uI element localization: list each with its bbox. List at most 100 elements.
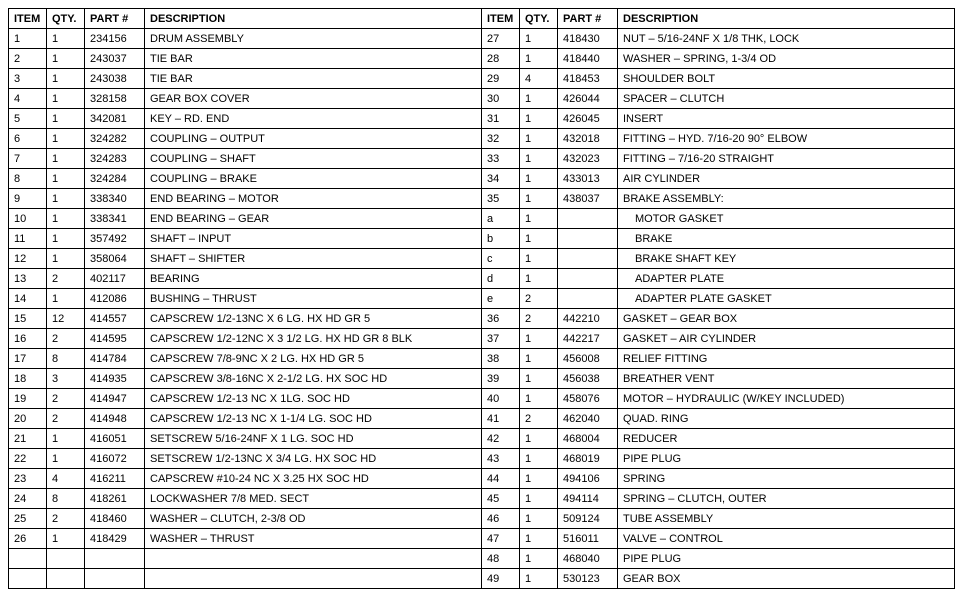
cell-desc: FITTING – 7/16-20 STRAIGHT [618, 149, 955, 169]
cell-qty: 1 [520, 449, 558, 469]
cell-qty: 2 [47, 329, 85, 349]
cell-part: 418453 [558, 69, 618, 89]
cell-desc: CAPSCREW 1/2-13NC X 6 LG. HX HD GR 5 [145, 309, 482, 329]
cell-desc: TIE BAR [145, 69, 482, 89]
cell-desc: RELIEF FITTING [618, 349, 955, 369]
cell-qty: 1 [520, 189, 558, 209]
cell-qty: 1 [520, 89, 558, 109]
cell-item: 42 [482, 429, 520, 449]
cell-part [558, 249, 618, 269]
table-row: 481468040PIPE PLUG [9, 549, 955, 569]
table-row: 211416051SETSCREW 5/16-24NF X 1 LG. SOC … [9, 429, 955, 449]
cell-qty: 1 [520, 549, 558, 569]
cell-part [558, 269, 618, 289]
cell-part: 426045 [558, 109, 618, 129]
cell-item: a [482, 209, 520, 229]
cell-qty: 1 [47, 289, 85, 309]
cell-part [558, 229, 618, 249]
cell-part: 426044 [558, 89, 618, 109]
cell-part: 516011 [558, 529, 618, 549]
cell-part: 458076 [558, 389, 618, 409]
cell-qty: 1 [47, 149, 85, 169]
cell-desc: SPRING [618, 469, 955, 489]
cell-item: 23 [9, 469, 47, 489]
cell-item: 19 [9, 389, 47, 409]
cell-part: 414784 [85, 349, 145, 369]
cell-item: 2 [9, 49, 47, 69]
cell-item: 20 [9, 409, 47, 429]
cell-desc: REDUCER [618, 429, 955, 449]
cell-item: 3 [9, 69, 47, 89]
cell-part: 418430 [558, 29, 618, 49]
cell-qty: 1 [520, 229, 558, 249]
cell-part: 418440 [558, 49, 618, 69]
cell-desc: TIE BAR [145, 49, 482, 69]
table-header: ITEM QTY. PART # DESCRIPTION ITEM QTY. P… [9, 9, 955, 29]
cell-part: 243038 [85, 69, 145, 89]
cell-desc: MOTOR – HYDRAULIC (W/KEY INCLUDED) [618, 389, 955, 409]
cell-part: 468004 [558, 429, 618, 449]
cell-item: 48 [482, 549, 520, 569]
header-qty-right: QTY. [520, 9, 558, 29]
cell-part: 442210 [558, 309, 618, 329]
cell-desc: QUAD. RING [618, 409, 955, 429]
cell-qty [47, 549, 85, 569]
cell-qty: 2 [520, 409, 558, 429]
cell-qty: 1 [520, 29, 558, 49]
cell-qty: 1 [47, 229, 85, 249]
cell-item: 46 [482, 509, 520, 529]
cell-qty: 1 [47, 29, 85, 49]
cell-item: 17 [9, 349, 47, 369]
table-row: 178414784CAPSCREW 7/8-9NC X 2 LG. HX HD … [9, 349, 955, 369]
cell-part: 328158 [85, 89, 145, 109]
cell-desc: END BEARING – GEAR [145, 209, 482, 229]
cell-desc: COUPLING – OUTPUT [145, 129, 482, 149]
cell-qty: 1 [520, 529, 558, 549]
cell-desc: CAPSCREW 1/2-13 NC X 1-1/4 LG. SOC HD [145, 409, 482, 429]
cell-item: 6 [9, 129, 47, 149]
table-row: 141412086BUSHING – THRUSTe2ADAPTER PLATE… [9, 289, 955, 309]
cell-qty: 8 [47, 349, 85, 369]
cell-item: 34 [482, 169, 520, 189]
cell-qty: 1 [520, 469, 558, 489]
cell-part: 530123 [558, 569, 618, 589]
cell-desc: SHAFT – INPUT [145, 229, 482, 249]
table-row: 71324283COUPLING – SHAFT331432023FITTING… [9, 149, 955, 169]
cell-part [85, 569, 145, 589]
cell-part: 456008 [558, 349, 618, 369]
cell-qty: 1 [47, 169, 85, 189]
cell-part: 438037 [558, 189, 618, 209]
cell-part: 342081 [85, 109, 145, 129]
cell-part: 412086 [85, 289, 145, 309]
cell-item [9, 569, 47, 589]
cell-qty: 1 [520, 369, 558, 389]
cell-qty: 1 [520, 569, 558, 589]
cell-part: 418460 [85, 509, 145, 529]
cell-item: 21 [9, 429, 47, 449]
table-row: 183414935CAPSCREW 3/8-16NC X 2-1/2 LG. H… [9, 369, 955, 389]
cell-desc: FITTING – HYD. 7/16-20 90° ELBOW [618, 129, 955, 149]
table-row: 202414948CAPSCREW 1/2-13 NC X 1-1/4 LG. … [9, 409, 955, 429]
cell-qty: 2 [47, 389, 85, 409]
cell-qty: 1 [47, 429, 85, 449]
cell-desc: BRAKE ASSEMBLY: [618, 189, 955, 209]
cell-item: 8 [9, 169, 47, 189]
table-body: 11234156DRUM ASSEMBLY271418430NUT – 5/16… [9, 29, 955, 589]
cell-desc: COUPLING – BRAKE [145, 169, 482, 189]
cell-part: 402117 [85, 269, 145, 289]
cell-qty: 2 [47, 509, 85, 529]
cell-part: 432023 [558, 149, 618, 169]
cell-desc: BEARING [145, 269, 482, 289]
table-row: 31243038TIE BAR294418453SHOULDER BOLT [9, 69, 955, 89]
cell-desc: WASHER – SPRING, 1-3/4 OD [618, 49, 955, 69]
cell-qty: 12 [47, 309, 85, 329]
cell-desc: COUPLING – SHAFT [145, 149, 482, 169]
cell-part [85, 549, 145, 569]
cell-item [9, 549, 47, 569]
cell-desc: AIR CYLINDER [618, 169, 955, 189]
cell-qty: 1 [47, 249, 85, 269]
cell-desc: PIPE PLUG [618, 549, 955, 569]
cell-item: 31 [482, 109, 520, 129]
cell-qty: 1 [47, 49, 85, 69]
cell-qty: 1 [520, 389, 558, 409]
